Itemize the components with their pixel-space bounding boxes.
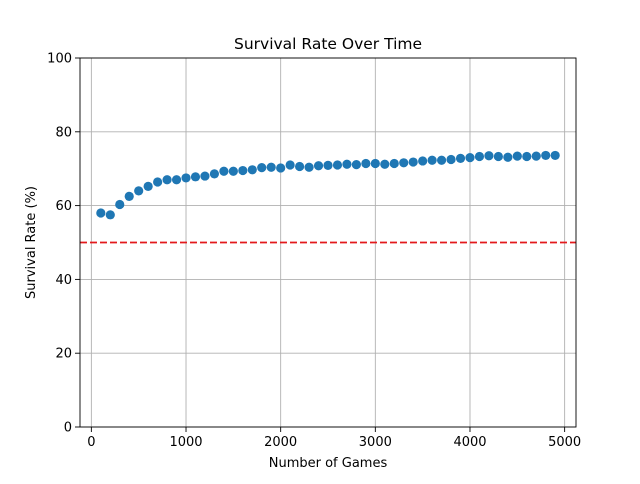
data-point [418, 156, 428, 166]
y-axis-label: Survival Rate (%) [24, 186, 39, 299]
data-point [512, 151, 522, 161]
data-point [96, 208, 106, 218]
x-axis-ticks: 0 1000 2000 3000 4000 5000 [87, 427, 581, 450]
data-point [200, 171, 210, 181]
y-axis-ticks: 0 20 40 60 80 100 [47, 52, 80, 436]
y-tick-label: 60 [55, 199, 72, 214]
data-point [304, 162, 314, 172]
x-tick-label: 3000 [359, 435, 392, 450]
data-point [153, 177, 163, 187]
data-point [181, 173, 191, 183]
data-point [285, 160, 295, 170]
x-axis-label: Number of Games [269, 456, 388, 471]
data-point [399, 158, 409, 168]
data-point [162, 175, 172, 185]
data-point [124, 191, 134, 201]
data-point [455, 153, 466, 163]
data-point [190, 172, 201, 182]
data-point [484, 151, 494, 161]
y-tick-label: 100 [47, 52, 72, 67]
data-point [342, 159, 352, 169]
data-point [313, 161, 324, 171]
data-point [332, 160, 343, 170]
data-point [257, 162, 267, 173]
data-point [503, 152, 513, 162]
plot-frame [79, 57, 577, 428]
data-point [143, 181, 153, 192]
y-tick-label: 80 [55, 125, 72, 140]
data-point [361, 158, 371, 169]
data-point [380, 159, 390, 169]
data-point [550, 150, 560, 161]
y-tick-label: 20 [55, 347, 72, 362]
x-tick-label: 5000 [548, 435, 581, 450]
data-point [134, 186, 144, 196]
data-point [105, 210, 115, 220]
data-point [389, 158, 399, 169]
chart-title: Survival Rate Over Time [234, 35, 422, 53]
data-point [408, 157, 418, 167]
data-point [351, 160, 361, 170]
data-point [266, 162, 276, 172]
data-point [171, 175, 182, 185]
data-point [247, 165, 257, 175]
x-tick-label: 4000 [453, 435, 486, 450]
data-point [531, 151, 541, 161]
data-point [427, 155, 437, 165]
x-tick-label: 2000 [264, 435, 297, 450]
data-point [541, 150, 551, 161]
data-point [465, 153, 475, 163]
data-point [446, 154, 456, 165]
data-point [370, 158, 380, 169]
data-point [436, 155, 447, 165]
data-point [276, 163, 286, 173]
x-tick-label: 1000 [169, 435, 202, 450]
data-point [238, 165, 248, 176]
data-points [96, 150, 560, 220]
data-point [228, 166, 238, 176]
data-point [323, 160, 333, 170]
data-point [115, 199, 125, 210]
y-tick-label: 40 [55, 273, 72, 288]
data-point [209, 169, 220, 179]
data-point [493, 151, 503, 162]
data-point [295, 161, 305, 172]
data-point [522, 151, 532, 162]
y-tick-label: 0 [64, 421, 72, 436]
x-tick-label: 0 [87, 435, 95, 450]
data-point [474, 151, 485, 162]
data-point [219, 166, 229, 176]
